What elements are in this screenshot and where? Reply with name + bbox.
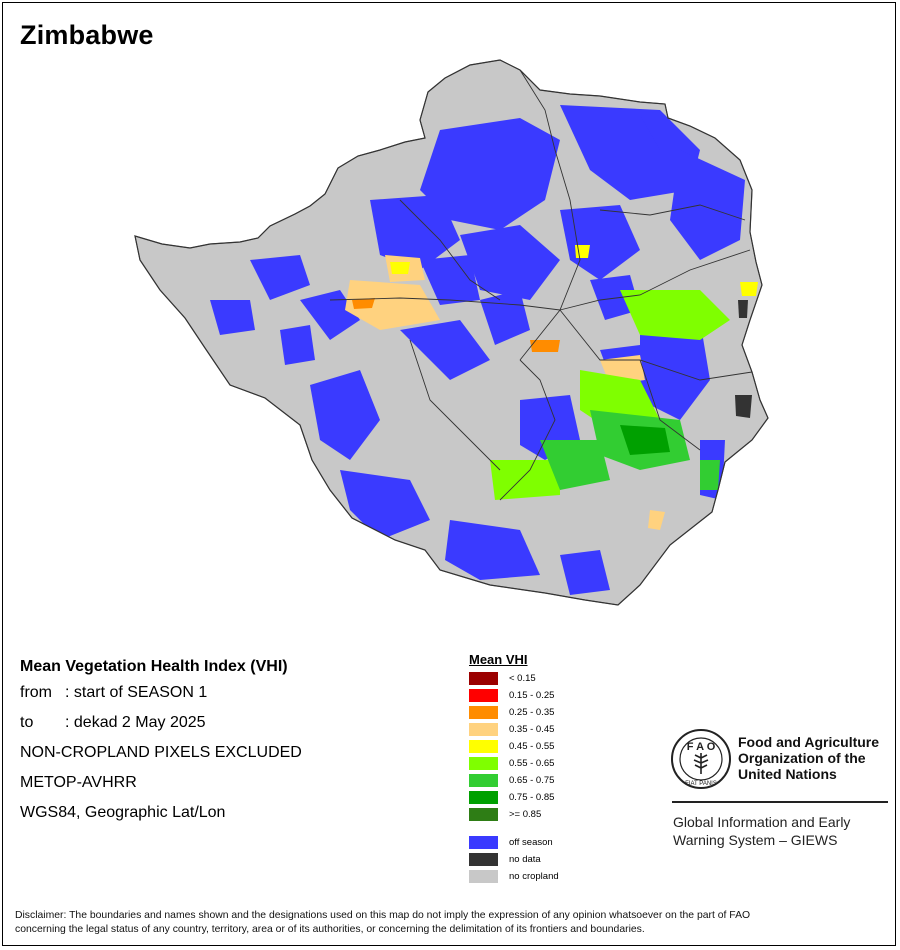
map-title: Zimbabwe [20,20,154,50]
legend-label: no data [509,854,541,865]
disclaimer: Disclaimer: The boundaries and names sho… [15,909,885,937]
index-heading: Mean Vegetation Health Index (VHI) [20,658,288,675]
legend-item: off season [469,836,629,850]
from-label: from [20,684,52,701]
svg-text:FIAT PANIS: FIAT PANIS [685,781,717,787]
map-legend: Mean VHI < 0.15 0.15 - 0.25 0.25 - 0.35 0.3… [469,650,629,883]
legend-item: 0.25 - 0.35 [469,706,629,720]
vhi-025-035-areas [352,298,560,352]
country-border [134,59,769,606]
legend-label: 0.25 - 0.35 [509,707,555,718]
fao-divider [672,801,888,803]
fao-name: Food and Agriculture Organization of the… [738,734,879,782]
legend-swatch [469,740,498,753]
legend-item: >= 0.85 [469,808,629,822]
fao-name-line2: Organization of the [738,750,866,766]
fao-name-line3: United Nations [738,766,837,782]
legend-swatch [469,853,498,866]
projection-note: WGS84, Geographic Lat/Lon [20,804,226,821]
giews-line2: Warning System – GIEWS [673,832,838,848]
legend-label: < 0.15 [509,673,536,684]
legend-label: 0.15 - 0.25 [509,690,555,701]
legend-swatch [469,836,498,849]
vhi-045-055-areas [390,245,758,296]
legend-label: 0.55 - 0.65 [509,758,555,769]
legend-label: 0.75 - 0.85 [509,792,555,803]
vhi-075-085-areas [620,425,670,455]
giews-line1: Global Information and Early [673,814,851,830]
legend-swatch [469,706,498,719]
off-season-areas [210,105,745,595]
no-data-areas [735,300,752,418]
legend-item: no data [469,853,629,867]
legend-item: 0.65 - 0.75 [469,774,629,788]
svg-text:F A O: F A O [687,741,716,753]
legend-swatch [469,757,498,770]
from-line: from : start of SEASON 1 [20,678,420,708]
legend-swatch [469,689,498,702]
legend-label: no cropland [509,871,559,882]
giews-name: Global Information and Early Warning Sys… [673,813,850,849]
legend-label: >= 0.85 [509,809,542,820]
from-value: : start of SEASON 1 [65,684,208,701]
legend-label: 0.45 - 0.55 [509,741,555,752]
legend-item: < 0.15 [469,672,629,686]
legend-title: Mean VHI [469,652,528,667]
admin-boundaries [329,69,753,501]
vhi-055-065-areas [490,290,730,500]
disclaimer-line1: Disclaimer: The boundaries and names sho… [15,910,751,921]
map-info-block: Mean Vegetation Health Index (VHI) from:… [20,656,420,828]
legend-item: no cropland [469,870,629,884]
legend-item: 0.35 - 0.45 [469,723,629,737]
fao-logo-block: F A O FIAT PANIS Food and Agriculture Or… [670,728,890,858]
legend-swatch [469,808,498,821]
fao-name-line1: Food and Agriculture [738,734,880,750]
legend-label: 0.65 - 0.75 [509,775,555,786]
country-map [134,59,769,606]
to-value: : dekad 2 May 2025 [65,714,206,731]
legend-swatch [469,791,498,804]
cropland-note: NON-CROPLAND PIXELS EXCLUDED [20,744,302,761]
legend-swatch [469,672,498,685]
legend-item: 0.45 - 0.55 [469,740,629,754]
to-label: to [20,714,34,731]
legend-item: 0.75 - 0.85 [469,791,629,805]
legend-swatch [469,774,498,787]
legend-item: 0.15 - 0.25 [469,689,629,703]
legend-item: 0.55 - 0.65 [469,757,629,771]
legend-label: off season [509,837,553,848]
legend-swatch [469,870,498,883]
legend-swatch [469,723,498,736]
legend-label: 0.35 - 0.45 [509,724,555,735]
disclaimer-line2: concerning the legal status of any count… [15,924,645,935]
fao-emblem-icon: F A O FIAT PANIS [671,729,731,789]
to-line: to : dekad 2 May 2025 [20,708,420,738]
sensor-note: METOP-AVHRR [20,774,137,791]
